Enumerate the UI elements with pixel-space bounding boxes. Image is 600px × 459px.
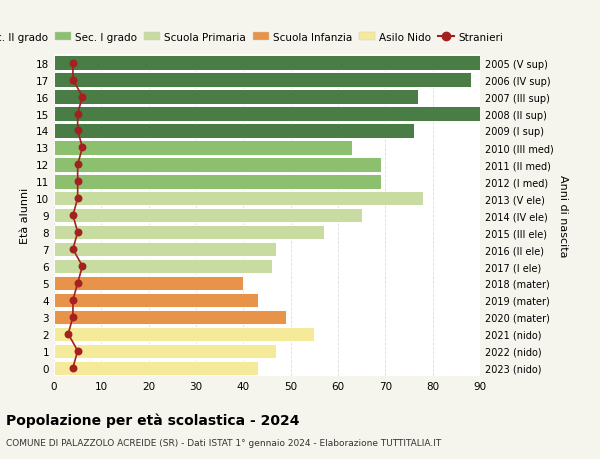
Bar — [54, 90, 418, 105]
Y-axis label: Età alunni: Età alunni — [20, 188, 31, 244]
Bar — [54, 242, 277, 257]
Point — [68, 313, 78, 321]
Point — [73, 280, 82, 287]
Bar — [54, 191, 423, 206]
Bar — [54, 141, 352, 155]
Bar — [54, 56, 485, 71]
Point — [68, 60, 78, 67]
Bar — [54, 158, 380, 172]
Bar — [54, 361, 257, 375]
Bar — [54, 276, 244, 291]
Point — [73, 111, 82, 118]
Point — [73, 195, 82, 202]
Point — [68, 297, 78, 304]
Bar — [54, 73, 470, 88]
Point — [77, 94, 87, 101]
Bar — [54, 107, 490, 122]
Point — [77, 263, 87, 270]
Legend: Sec. II grado, Sec. I grado, Scuola Primaria, Scuola Infanzia, Asilo Nido, Stran: Sec. II grado, Sec. I grado, Scuola Prim… — [0, 28, 507, 47]
Bar — [54, 327, 314, 341]
Bar — [54, 175, 380, 189]
Bar — [54, 208, 362, 223]
Point — [68, 77, 78, 84]
Point — [73, 229, 82, 236]
Point — [64, 330, 73, 338]
Y-axis label: Anni di nascita: Anni di nascita — [557, 174, 568, 257]
Bar — [54, 310, 286, 325]
Bar — [54, 225, 324, 240]
Point — [73, 128, 82, 135]
Bar — [54, 293, 257, 308]
Text: Popolazione per età scolastica - 2024: Popolazione per età scolastica - 2024 — [6, 413, 299, 428]
Point — [68, 212, 78, 219]
Bar — [54, 344, 277, 358]
Bar — [54, 259, 272, 274]
Text: COMUNE DI PALAZZOLO ACREIDE (SR) - Dati ISTAT 1° gennaio 2024 - Elaborazione TUT: COMUNE DI PALAZZOLO ACREIDE (SR) - Dati … — [6, 438, 441, 448]
Point — [68, 364, 78, 372]
Bar — [54, 124, 414, 138]
Point — [68, 246, 78, 253]
Point — [73, 178, 82, 185]
Point — [73, 347, 82, 355]
Point — [73, 161, 82, 168]
Point — [77, 145, 87, 152]
